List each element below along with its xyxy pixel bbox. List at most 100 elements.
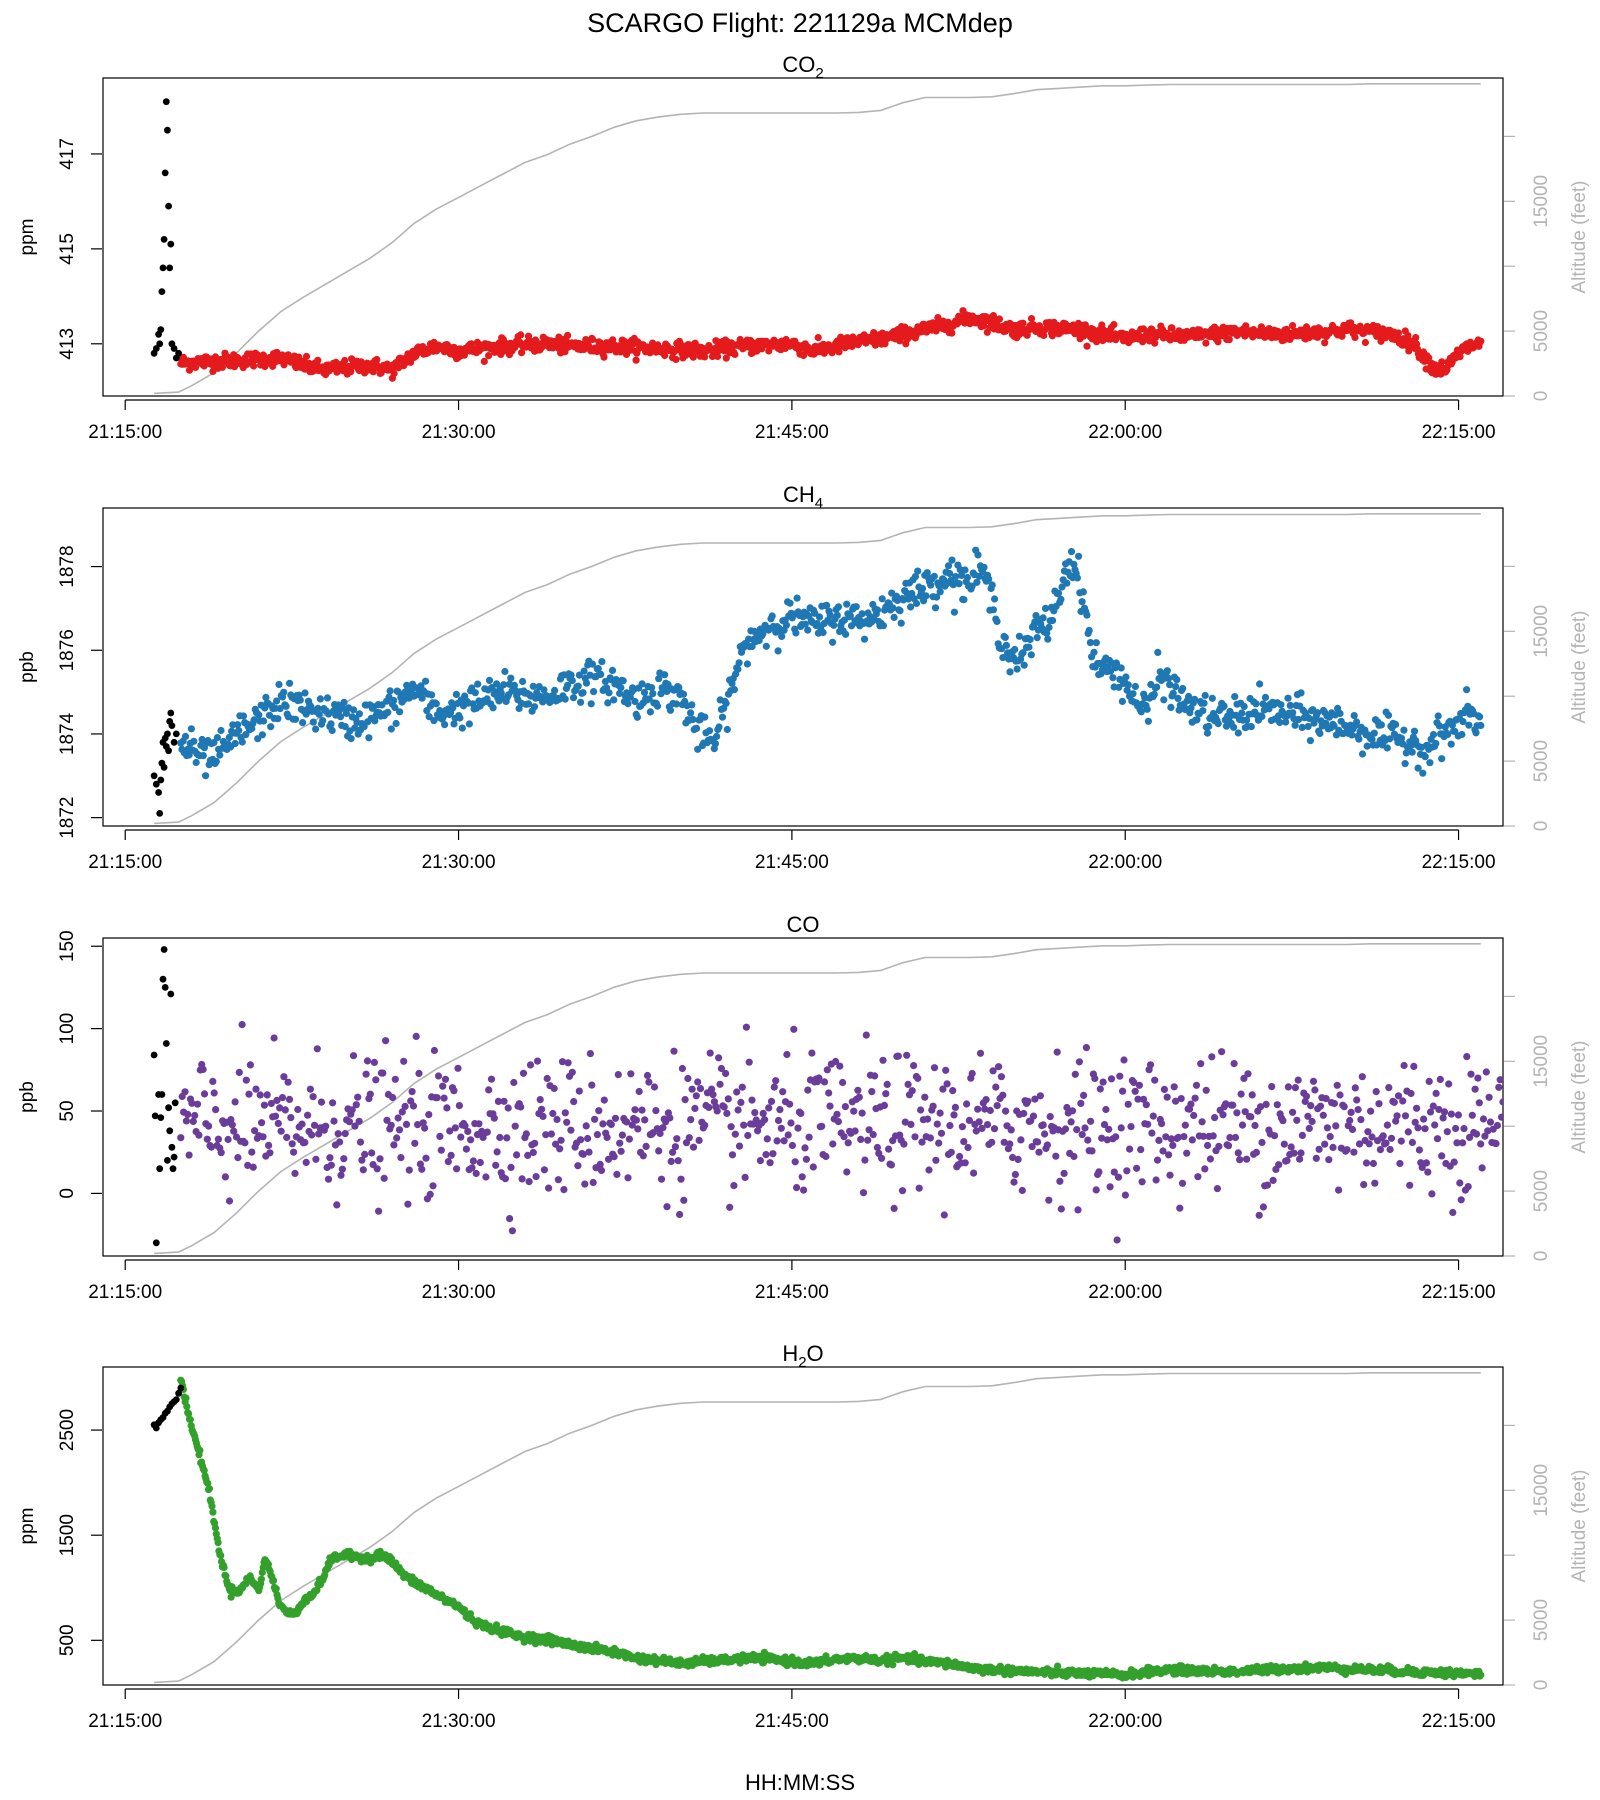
data-point: [627, 1070, 635, 1078]
data-point: [349, 706, 358, 714]
data-point: [1180, 1133, 1188, 1141]
data-point: [1326, 1133, 1334, 1141]
data-point: [988, 1138, 996, 1146]
data-point: [675, 683, 683, 692]
data-point: [1393, 1112, 1401, 1120]
data-point: [859, 1189, 868, 1197]
data-point: [1379, 1132, 1387, 1140]
data-point: [1286, 701, 1294, 710]
data-point: [1386, 735, 1394, 743]
data-point: [467, 1136, 475, 1144]
data-point: [1144, 1120, 1152, 1128]
data-point: [575, 671, 584, 679]
data-point: [501, 667, 509, 676]
data-point: [1167, 1135, 1175, 1143]
data-point: [1478, 1164, 1486, 1172]
data-point: [759, 630, 767, 638]
x-tick-label: 22:00:00: [1088, 422, 1162, 443]
data-point: [594, 665, 602, 673]
data-point: [580, 667, 588, 675]
data-point: [301, 689, 309, 697]
data-point: [818, 1122, 826, 1130]
data-point: [1302, 323, 1311, 331]
data-point: [679, 690, 688, 698]
data-point: [989, 1067, 997, 1075]
data-point: [1289, 322, 1297, 330]
data-point: [280, 688, 288, 696]
data-point: [735, 659, 743, 667]
data-point: [809, 1163, 817, 1171]
data-point: [890, 1204, 898, 1212]
data-point: [453, 1165, 461, 1173]
data-point: [323, 694, 332, 702]
data-point: [756, 1157, 765, 1165]
data-point: [625, 1135, 634, 1143]
data-point: [1410, 727, 1419, 735]
data-point: [921, 1093, 929, 1101]
data-point: [1450, 1158, 1458, 1166]
data-point: [835, 348, 843, 356]
y2-tick-label: 5000: [1531, 1599, 1552, 1641]
data-point: [1075, 1058, 1083, 1066]
data-point: [1177, 1095, 1185, 1103]
ground-point: [172, 730, 180, 738]
data-point: [1192, 1081, 1201, 1089]
data-point: [903, 1051, 911, 1059]
data-point: [1330, 722, 1338, 730]
data-point: [1370, 729, 1378, 737]
data-point: [761, 1116, 769, 1124]
x-tick-label: 22:00:00: [1088, 1711, 1162, 1732]
data-point: [1053, 1048, 1061, 1056]
ground-point: [164, 126, 171, 134]
data-point: [1131, 682, 1139, 691]
data-point: [735, 1142, 744, 1150]
data-point: [610, 1153, 618, 1161]
y-tick-label: 1878: [57, 545, 78, 587]
data-point: [1067, 548, 1076, 556]
data-point: [1369, 1159, 1377, 1168]
data-point: [560, 1186, 568, 1194]
data-point: [837, 333, 845, 341]
data-point: [748, 1096, 756, 1104]
data-point: [524, 700, 533, 708]
data-point: [1422, 1159, 1430, 1167]
data-point: [1371, 1179, 1379, 1187]
data-point: [639, 1152, 647, 1160]
data-point: [897, 619, 905, 627]
data-point: [1124, 681, 1132, 689]
data-point: [235, 726, 243, 735]
data-point: [942, 1066, 950, 1074]
data-point: [291, 1169, 299, 1177]
data-point: [1135, 1081, 1143, 1089]
data-point: [968, 582, 976, 590]
data-point: [1045, 623, 1053, 632]
data-point: [482, 1173, 490, 1181]
data-point: [1130, 1078, 1138, 1086]
data-point: [1114, 1173, 1123, 1181]
data-point: [1392, 720, 1400, 729]
data-point: [1443, 1128, 1451, 1136]
data-point: [666, 706, 675, 714]
data-point: [898, 1187, 907, 1195]
ground-point: [168, 722, 176, 729]
data-point: [1060, 1169, 1068, 1177]
data-point: [743, 660, 752, 668]
ground-point: [159, 975, 167, 983]
data-point: [1447, 1110, 1455, 1118]
data-point: [1200, 699, 1208, 707]
ground-point: [150, 1051, 158, 1059]
data-point: [904, 595, 912, 603]
data-point: [363, 1057, 372, 1065]
data-point: [1040, 331, 1048, 339]
data-point: [1242, 322, 1250, 330]
data-point: [949, 1087, 957, 1095]
y-tick-label: 1876: [57, 629, 78, 671]
y2-tick-label: 5000: [1531, 310, 1552, 352]
ground-point: [152, 345, 160, 352]
data-point: [564, 681, 572, 689]
data-point: [691, 1104, 699, 1112]
y-tick-label: 0: [57, 1188, 78, 1199]
data-point: [926, 1134, 935, 1142]
data-point: [1348, 1125, 1357, 1134]
